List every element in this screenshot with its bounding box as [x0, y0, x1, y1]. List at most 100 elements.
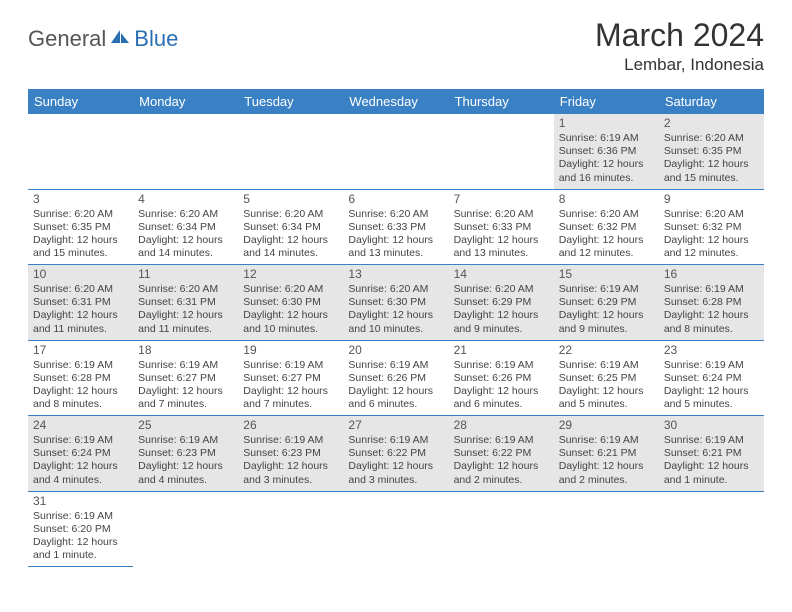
weekday-tuesday: Tuesday	[238, 89, 343, 114]
sunrise-line: Sunrise: 6:19 AM	[559, 283, 654, 296]
daylight-line: Daylight: 12 hours and 5 minutes.	[664, 385, 759, 411]
daylight-line: Daylight: 12 hours and 8 minutes.	[33, 385, 128, 411]
calendar-cell-empty	[133, 491, 238, 567]
daylight-line: Daylight: 12 hours and 12 minutes.	[559, 234, 654, 260]
calendar-cell-empty	[343, 491, 448, 567]
daylight-line: Daylight: 12 hours and 3 minutes.	[243, 460, 338, 486]
calendar-body: 1Sunrise: 6:19 AMSunset: 6:36 PMDaylight…	[28, 114, 764, 567]
daylight-line: Daylight: 12 hours and 2 minutes.	[559, 460, 654, 486]
calendar-cell-empty	[449, 114, 554, 189]
weekday-wednesday: Wednesday	[343, 89, 448, 114]
calendar-cell-empty	[238, 491, 343, 567]
calendar-cell-day-29: 29Sunrise: 6:19 AMSunset: 6:21 PMDayligh…	[554, 416, 659, 492]
calendar-cell-day-3: 3Sunrise: 6:20 AMSunset: 6:35 PMDaylight…	[28, 189, 133, 265]
sunrise-line: Sunrise: 6:19 AM	[348, 434, 443, 447]
day-number: 28	[454, 418, 549, 433]
daylight-line: Daylight: 12 hours and 8 minutes.	[664, 309, 759, 335]
calendar-cell-empty	[554, 491, 659, 567]
daylight-line: Daylight: 12 hours and 1 minute.	[33, 536, 128, 562]
day-number: 30	[664, 418, 759, 433]
sunset-line: Sunset: 6:28 PM	[664, 296, 759, 309]
weekday-sunday: Sunday	[28, 89, 133, 114]
sunset-line: Sunset: 6:33 PM	[348, 221, 443, 234]
brand-logo: General Blue	[28, 18, 178, 52]
sunrise-line: Sunrise: 6:19 AM	[33, 434, 128, 447]
sunset-line: Sunset: 6:35 PM	[33, 221, 128, 234]
calendar-cell-day-28: 28Sunrise: 6:19 AMSunset: 6:22 PMDayligh…	[449, 416, 554, 492]
day-number: 7	[454, 192, 549, 207]
calendar-cell-day-11: 11Sunrise: 6:20 AMSunset: 6:31 PMDayligh…	[133, 265, 238, 341]
sunrise-line: Sunrise: 6:20 AM	[454, 283, 549, 296]
calendar-cell-day-19: 19Sunrise: 6:19 AMSunset: 6:27 PMDayligh…	[238, 340, 343, 416]
calendar-cell-day-23: 23Sunrise: 6:19 AMSunset: 6:24 PMDayligh…	[659, 340, 764, 416]
day-number: 11	[138, 267, 233, 282]
sunrise-line: Sunrise: 6:19 AM	[454, 434, 549, 447]
calendar-cell-empty	[133, 114, 238, 189]
day-number: 13	[348, 267, 443, 282]
sunset-line: Sunset: 6:20 PM	[33, 523, 128, 536]
calendar-cell-day-8: 8Sunrise: 6:20 AMSunset: 6:32 PMDaylight…	[554, 189, 659, 265]
sunset-line: Sunset: 6:22 PM	[454, 447, 549, 460]
sunset-line: Sunset: 6:30 PM	[243, 296, 338, 309]
daylight-line: Daylight: 12 hours and 13 minutes.	[454, 234, 549, 260]
daylight-line: Daylight: 12 hours and 9 minutes.	[559, 309, 654, 335]
calendar-cell-day-18: 18Sunrise: 6:19 AMSunset: 6:27 PMDayligh…	[133, 340, 238, 416]
day-number: 3	[33, 192, 128, 207]
sunset-line: Sunset: 6:24 PM	[33, 447, 128, 460]
sunrise-line: Sunrise: 6:20 AM	[33, 208, 128, 221]
sunset-line: Sunset: 6:32 PM	[664, 221, 759, 234]
calendar-cell-day-10: 10Sunrise: 6:20 AMSunset: 6:31 PMDayligh…	[28, 265, 133, 341]
calendar-cell-day-9: 9Sunrise: 6:20 AMSunset: 6:32 PMDaylight…	[659, 189, 764, 265]
sunset-line: Sunset: 6:30 PM	[348, 296, 443, 309]
sunset-line: Sunset: 6:22 PM	[348, 447, 443, 460]
daylight-line: Daylight: 12 hours and 7 minutes.	[138, 385, 233, 411]
sunset-line: Sunset: 6:24 PM	[664, 372, 759, 385]
sunrise-line: Sunrise: 6:19 AM	[138, 359, 233, 372]
calendar-week-row: 24Sunrise: 6:19 AMSunset: 6:24 PMDayligh…	[28, 416, 764, 492]
sunrise-line: Sunrise: 6:20 AM	[243, 208, 338, 221]
daylight-line: Daylight: 12 hours and 6 minutes.	[454, 385, 549, 411]
daylight-line: Daylight: 12 hours and 10 minutes.	[243, 309, 338, 335]
day-number: 24	[33, 418, 128, 433]
calendar-cell-empty	[659, 491, 764, 567]
calendar-cell-empty	[238, 114, 343, 189]
daylight-line: Daylight: 12 hours and 14 minutes.	[243, 234, 338, 260]
sail-icon	[109, 26, 131, 52]
location-label: Lembar, Indonesia	[595, 55, 764, 75]
day-number: 8	[559, 192, 654, 207]
calendar-header-row: SundayMondayTuesdayWednesdayThursdayFrid…	[28, 89, 764, 114]
calendar-cell-day-20: 20Sunrise: 6:19 AMSunset: 6:26 PMDayligh…	[343, 340, 448, 416]
day-number: 18	[138, 343, 233, 358]
calendar-cell-day-26: 26Sunrise: 6:19 AMSunset: 6:23 PMDayligh…	[238, 416, 343, 492]
calendar-cell-day-31: 31Sunrise: 6:19 AMSunset: 6:20 PMDayligh…	[28, 491, 133, 567]
sunrise-line: Sunrise: 6:19 AM	[33, 359, 128, 372]
day-number: 25	[138, 418, 233, 433]
sunset-line: Sunset: 6:25 PM	[559, 372, 654, 385]
sunset-line: Sunset: 6:35 PM	[664, 145, 759, 158]
day-number: 4	[138, 192, 233, 207]
calendar-week-row: 1Sunrise: 6:19 AMSunset: 6:36 PMDaylight…	[28, 114, 764, 189]
sunrise-line: Sunrise: 6:20 AM	[243, 283, 338, 296]
sunrise-line: Sunrise: 6:20 AM	[33, 283, 128, 296]
daylight-line: Daylight: 12 hours and 6 minutes.	[348, 385, 443, 411]
day-number: 5	[243, 192, 338, 207]
calendar-cell-day-1: 1Sunrise: 6:19 AMSunset: 6:36 PMDaylight…	[554, 114, 659, 189]
sunset-line: Sunset: 6:21 PM	[559, 447, 654, 460]
daylight-line: Daylight: 12 hours and 10 minutes.	[348, 309, 443, 335]
day-number: 15	[559, 267, 654, 282]
calendar-cell-empty	[28, 114, 133, 189]
sunset-line: Sunset: 6:32 PM	[559, 221, 654, 234]
daylight-line: Daylight: 12 hours and 4 minutes.	[138, 460, 233, 486]
calendar-week-row: 17Sunrise: 6:19 AMSunset: 6:28 PMDayligh…	[28, 340, 764, 416]
daylight-line: Daylight: 12 hours and 11 minutes.	[138, 309, 233, 335]
calendar-cell-day-22: 22Sunrise: 6:19 AMSunset: 6:25 PMDayligh…	[554, 340, 659, 416]
title-block: March 2024 Lembar, Indonesia	[595, 18, 764, 75]
sunset-line: Sunset: 6:26 PM	[454, 372, 549, 385]
calendar-cell-day-17: 17Sunrise: 6:19 AMSunset: 6:28 PMDayligh…	[28, 340, 133, 416]
calendar-cell-day-6: 6Sunrise: 6:20 AMSunset: 6:33 PMDaylight…	[343, 189, 448, 265]
calendar-week-row: 3Sunrise: 6:20 AMSunset: 6:35 PMDaylight…	[28, 189, 764, 265]
calendar-week-row: 31Sunrise: 6:19 AMSunset: 6:20 PMDayligh…	[28, 491, 764, 567]
day-number: 19	[243, 343, 338, 358]
day-number: 20	[348, 343, 443, 358]
day-number: 6	[348, 192, 443, 207]
